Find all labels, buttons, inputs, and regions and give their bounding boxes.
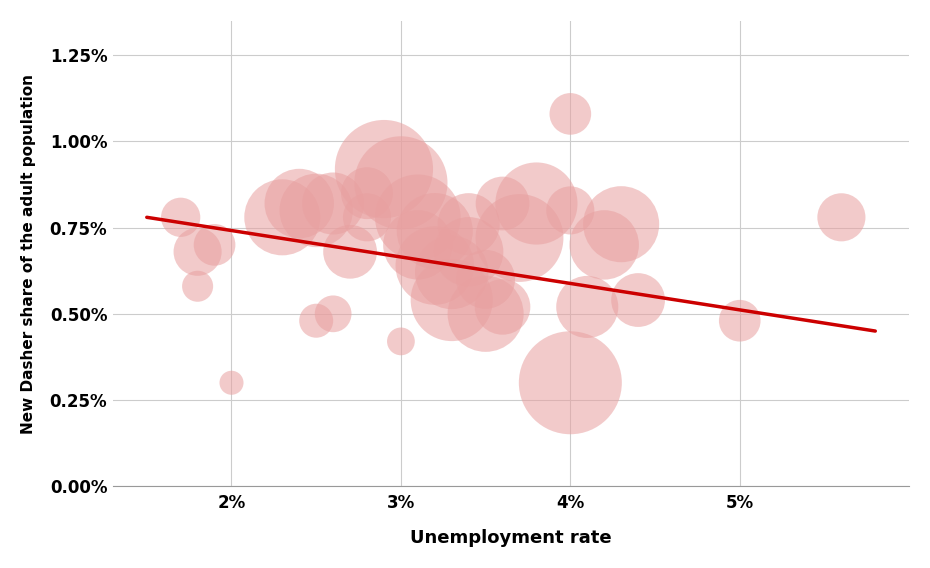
Point: [410, 213, 425, 222]
Point: [342, 247, 357, 256]
Point: [631, 295, 645, 304]
Point: [495, 302, 510, 311]
Point: [173, 213, 188, 222]
Point: [445, 268, 459, 277]
Point: [360, 213, 375, 222]
Point: [428, 227, 443, 236]
Point: [563, 378, 578, 387]
Point: [326, 199, 340, 208]
Point: [597, 240, 612, 249]
Point: [834, 213, 849, 222]
Point: [224, 378, 239, 387]
Point: [461, 220, 476, 229]
Point: [478, 310, 493, 319]
Point: [614, 220, 629, 229]
Point: [393, 337, 408, 346]
Point: [512, 233, 527, 243]
Point: [579, 302, 594, 311]
Point: [445, 295, 459, 304]
Y-axis label: New Dasher share of the adult population: New Dasher share of the adult population: [20, 73, 36, 433]
Point: [410, 240, 425, 249]
Point: [377, 165, 392, 174]
Point: [563, 110, 578, 119]
Point: [563, 206, 578, 215]
Point: [393, 178, 408, 187]
Point: [732, 316, 747, 325]
Point: [207, 240, 222, 249]
Point: [360, 189, 375, 198]
Point: [275, 213, 290, 222]
Point: [529, 199, 544, 208]
Point: [309, 316, 324, 325]
Point: [326, 310, 340, 319]
Point: [190, 247, 205, 256]
Point: [190, 282, 205, 291]
X-axis label: Unemployment rate: Unemployment rate: [410, 529, 612, 547]
Point: [495, 199, 510, 208]
Point: [461, 247, 476, 256]
Point: [309, 206, 324, 215]
Point: [428, 261, 443, 270]
Point: [292, 199, 307, 208]
Point: [478, 275, 493, 284]
